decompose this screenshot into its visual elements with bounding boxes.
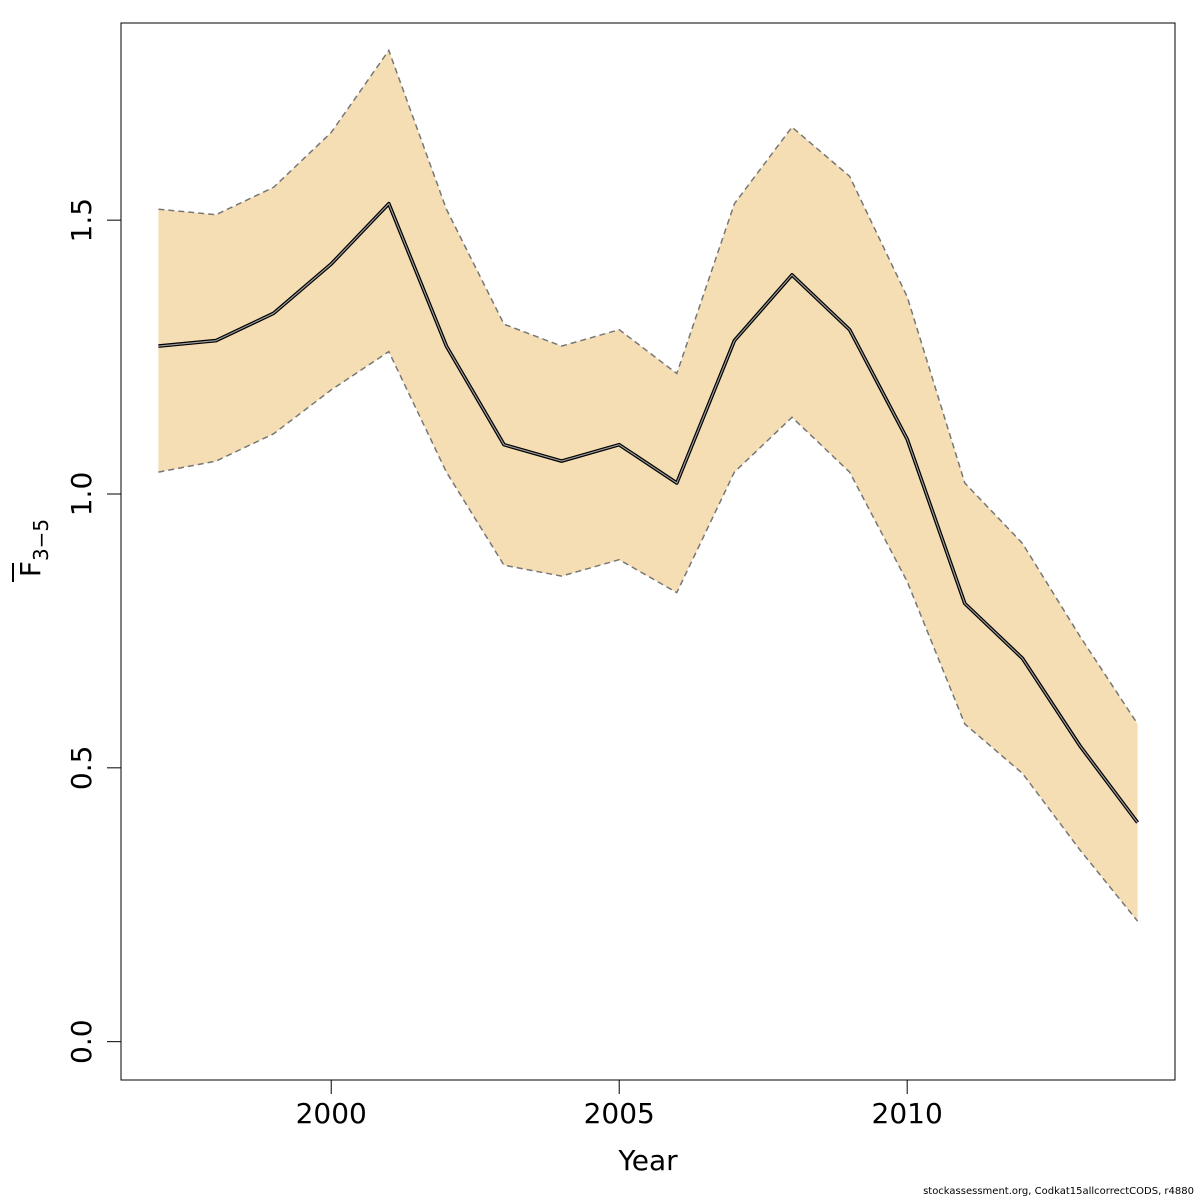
confidence-band	[158, 50, 1138, 922]
y-tick-label: 0.0	[65, 1019, 98, 1064]
y-tick-label: 1.0	[65, 472, 98, 517]
x-tick-label: 2010	[872, 1097, 943, 1130]
x-tick-label: 2005	[584, 1097, 655, 1130]
estimate-line	[158, 203, 1139, 823]
y-axis-title-main: F	[14, 561, 47, 577]
axis-layer: 2000 2005 2010 0.0 0.5 1.0 1.5	[65, 198, 943, 1130]
plot-frame	[120, 22, 1176, 1081]
svg-text:F3−5: F3−5	[14, 519, 53, 577]
lower-bound-line	[158, 350, 1139, 922]
y-axis-title: F3−5	[12, 519, 53, 582]
y-tick-label: 1.5	[65, 198, 98, 243]
confidence-band-layer	[158, 48, 1139, 922]
y-axis-title-subscript: 3−5	[29, 519, 53, 561]
estimate-line-layer	[158, 201, 1140, 824]
x-tick-label: 2000	[296, 1097, 367, 1130]
y-tick-label: 0.5	[65, 746, 98, 791]
x-axis-title: Year	[617, 1144, 678, 1177]
credit-text: stockassessment.org, Codkat15allcorrectC…	[923, 1186, 1194, 1197]
